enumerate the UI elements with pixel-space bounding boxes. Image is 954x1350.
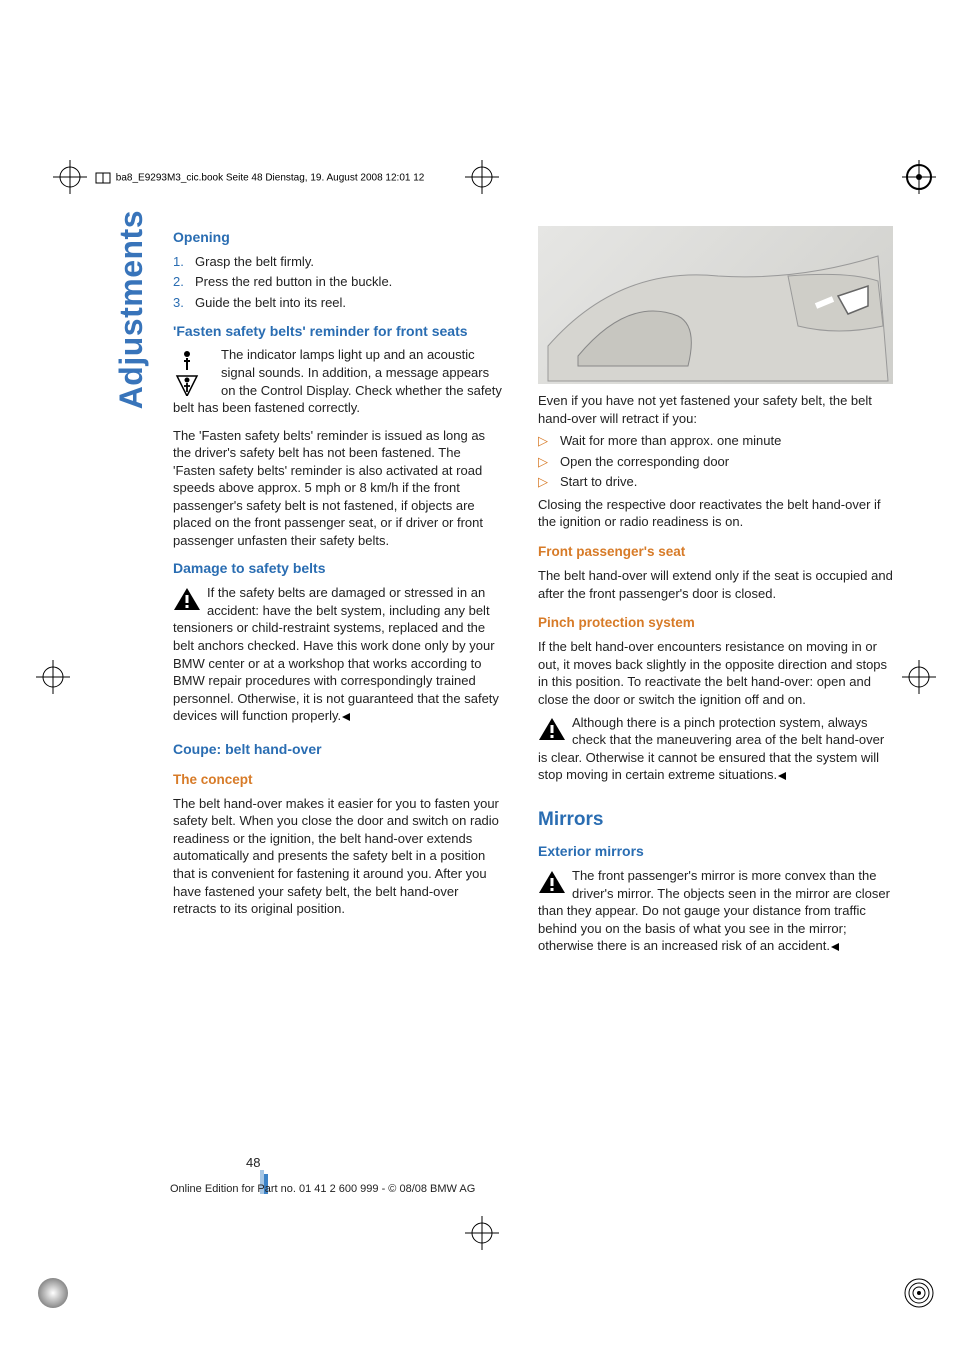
- warning-icon: [173, 587, 201, 611]
- step-text: Press the red button in the buckle.: [195, 274, 392, 289]
- end-marker-icon: [777, 771, 787, 781]
- retract-list: ▷Wait for more than approx. one minute ▷…: [538, 432, 893, 491]
- heading-reminder: 'Fasten safety belts' reminder for front…: [173, 322, 502, 341]
- crop-crosshair: [465, 160, 499, 194]
- footer-text: Online Edition for Part no. 01 41 2 600 …: [170, 1183, 890, 1195]
- left-column: Opening 1.Grasp the belt firmly. 2.Press…: [173, 218, 502, 960]
- warning-icon: [538, 717, 566, 741]
- list-item-text: Open the corresponding door: [560, 454, 729, 469]
- crop-crosshair: [465, 1216, 499, 1250]
- crop-crosshair: [36, 660, 70, 694]
- reminder-paragraph-2: The 'Fasten safety belts' reminder is is…: [173, 427, 502, 550]
- step-text: Guide the belt into its reel.: [195, 295, 346, 310]
- heading-front-passenger: Front passenger's seat: [538, 543, 893, 561]
- heading-coupe: Coupe: belt hand-over: [173, 740, 502, 759]
- list-item-text: Start to drive.: [560, 474, 637, 489]
- belt-handover-illustration: [538, 226, 893, 384]
- heading-opening: Opening: [173, 228, 502, 247]
- step-text: Grasp the belt firmly.: [195, 254, 314, 269]
- crop-crosshair: [53, 160, 87, 194]
- exterior-mirrors-paragraph: The front passenger's mirror is more con…: [538, 867, 893, 955]
- heading-damage: Damage to safety belts: [173, 559, 502, 578]
- concept-paragraph: The belt hand-over makes it easier for y…: [173, 795, 502, 918]
- crop-eye: [902, 160, 936, 194]
- heading-exterior-mirrors: Exterior mirrors: [538, 842, 893, 861]
- page-number: 48: [246, 1155, 260, 1170]
- heading-pinch: Pinch protection system: [538, 614, 893, 632]
- warning-icon: [538, 870, 566, 894]
- pinch-paragraph-1: If the belt hand-over encounters resista…: [538, 638, 893, 708]
- damage-paragraph: If the safety belts are damaged or stres…: [173, 584, 502, 724]
- header-metadata: ba8_E9293M3_cic.book Seite 48 Dienstag, …: [95, 172, 424, 184]
- crop-eye: [36, 1276, 70, 1310]
- end-marker-icon: [341, 712, 351, 722]
- book-icon: [95, 172, 113, 184]
- opening-steps: 1.Grasp the belt firmly. 2.Press the red…: [173, 253, 502, 312]
- right-column: Even if you have not yet fastened your s…: [538, 218, 893, 960]
- crop-eye: [902, 1276, 936, 1310]
- retract-paragraph: Even if you have not yet fastened your s…: [538, 392, 893, 427]
- retract-paragraph-2: Closing the respective door reactivates …: [538, 496, 893, 531]
- seatbelt-icon: [173, 348, 213, 396]
- list-item-text: Wait for more than approx. one minute: [560, 433, 781, 448]
- crop-crosshair: [902, 660, 936, 694]
- reminder-paragraph: The indicator lamps light up and an acou…: [173, 346, 502, 416]
- pinch-paragraph-2: Although there is a pinch protection sys…: [538, 714, 893, 784]
- header-text: ba8_E9293M3_cic.book Seite 48 Dienstag, …: [116, 173, 425, 184]
- end-marker-icon: [830, 942, 840, 952]
- front-passenger-paragraph: The belt hand-over will extend only if t…: [538, 567, 893, 602]
- heading-concept: The concept: [173, 771, 502, 789]
- heading-mirrors: Mirrors: [538, 807, 893, 833]
